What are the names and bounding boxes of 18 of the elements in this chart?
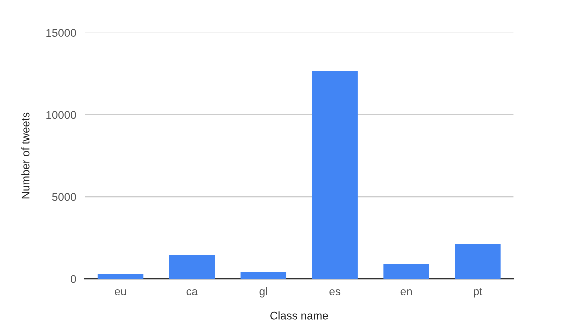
x-axis-title: Class name: [270, 312, 328, 320]
y-tick-label: 0: [70, 275, 76, 284]
y-tick-label: 10000: [46, 111, 76, 120]
bar: [384, 264, 430, 280]
bar: [312, 71, 358, 280]
x-tick-label: es: [330, 289, 341, 296]
bar: [455, 244, 501, 280]
y-tick-label: 5000: [52, 193, 76, 202]
bar: [169, 255, 216, 280]
x-tick-label: en: [400, 289, 412, 296]
x-tick-label: eu: [115, 289, 126, 296]
x-tick-label: pt: [474, 288, 483, 298]
y-axis-title: Number of tweets: [22, 112, 30, 199]
bar: [98, 274, 144, 280]
x-tick-label: gl: [260, 287, 268, 298]
x-tick-label: ca: [186, 289, 198, 296]
y-tick-label: 15000: [46, 29, 76, 38]
bar: [240, 272, 287, 280]
